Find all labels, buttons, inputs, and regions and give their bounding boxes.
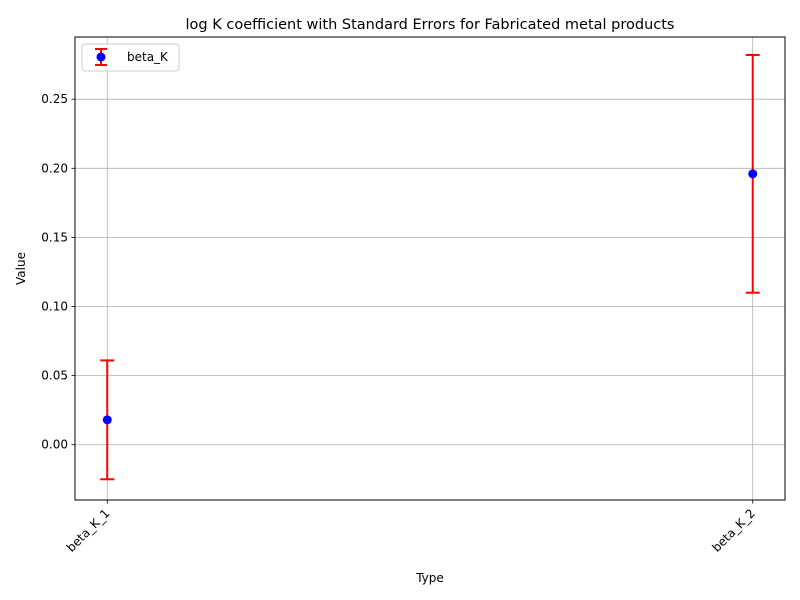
x-tick-label: beta_K_2 [709,506,757,554]
y-axis-label: Value [14,252,28,285]
legend-marker [95,48,107,66]
x-axis-label: Type [415,571,444,585]
x-tick-label: beta_K_1 [64,506,112,554]
data-point [748,169,758,179]
plot-frame [74,36,786,501]
legend-label: beta_K [127,50,169,64]
y-tick-label: 0.00 [41,438,68,452]
data-point [102,415,112,425]
data-layer [100,53,760,481]
chart-title: log K coefficient with Standard Errors f… [186,17,675,33]
y-tick-label: 0.25 [41,92,68,106]
y-tick-label: 0.15 [41,230,68,244]
y-tick-label: 0.20 [41,161,68,175]
legend-point [96,52,106,62]
grid-layer [75,37,785,500]
y-tick-label: 0.10 [41,300,68,314]
y-tick-label: 0.05 [41,369,68,383]
tick-layer: 0.00 0.05 0.10 0.15 0.20 0.25 beta_K_1 beta_K_2 [41,92,758,555]
legend: beta_K [81,43,180,72]
